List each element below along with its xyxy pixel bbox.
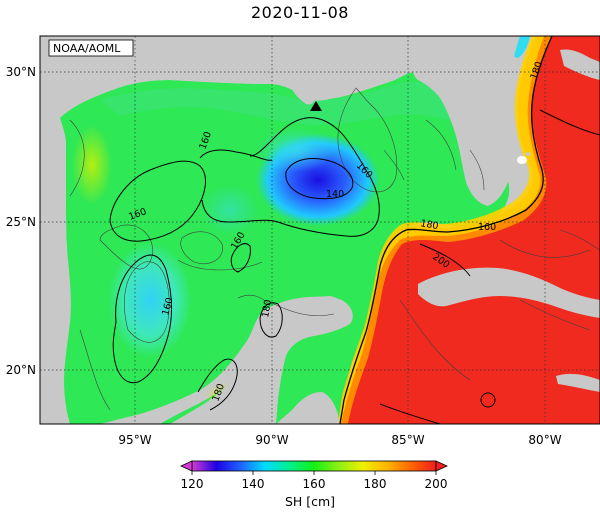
colorbar-gradient — [191, 460, 437, 472]
lon-tick-label: 80°W — [528, 433, 561, 447]
map-title: 2020-11-08 — [251, 3, 349, 22]
colorbar-tick-label: 120 — [181, 477, 204, 491]
map-frame — [39, 35, 600, 425]
colorbar-high-arrow — [435, 460, 448, 472]
coastal-band — [100, 82, 450, 126]
us-coast-land — [40, 36, 440, 118]
graticule — [40, 36, 600, 424]
eddy-140-contour — [285, 158, 354, 200]
contour-label: 180 — [419, 218, 439, 232]
florida-land — [411, 36, 520, 206]
colorbar-tick-label: 140 — [242, 477, 265, 491]
lat-tick-label: 30°N — [6, 65, 36, 79]
station-marker-icon[interactable] — [310, 101, 322, 111]
colorbar: 120 140 160 180 200 — [180, 460, 448, 491]
credit-text: NOAA/AOML — [53, 42, 121, 55]
credit-box — [48, 39, 134, 57]
minor-contours — [69, 87, 600, 411]
colorbar-tick-label: 160 — [303, 477, 326, 491]
lon-tick-label: 90°W — [255, 433, 288, 447]
contour-label: 140 — [326, 189, 344, 200]
major-contours — [109, 36, 600, 424]
lat-tick-label: 25°N — [6, 215, 36, 229]
loop-current — [345, 36, 600, 424]
contour-label: 160 — [160, 296, 175, 316]
cuba-land — [418, 267, 600, 318]
yucatan-land — [170, 296, 353, 424]
front-180-contour — [339, 36, 553, 424]
colorbar-tick-label: 180 — [364, 477, 387, 491]
colorbar-tick-label: 200 — [425, 477, 448, 491]
lon-axis: 95°W 90°W 85°W 80°W — [118, 433, 561, 447]
colorbar-low-arrow — [180, 460, 193, 472]
lat-tick-label: 20°N — [6, 363, 36, 377]
colorbar-label: SH [cm] — [284, 494, 336, 509]
lon-tick-label: 85°W — [391, 433, 424, 447]
mexico-land — [40, 118, 71, 424]
contour-label: 180 — [260, 299, 274, 319]
contour-label: 160 — [478, 222, 496, 233]
small-eddy-contour — [480, 392, 496, 408]
lon-tick-label: 95°W — [118, 433, 151, 447]
lat-axis: 30°N 25°N 20°N — [6, 65, 36, 377]
